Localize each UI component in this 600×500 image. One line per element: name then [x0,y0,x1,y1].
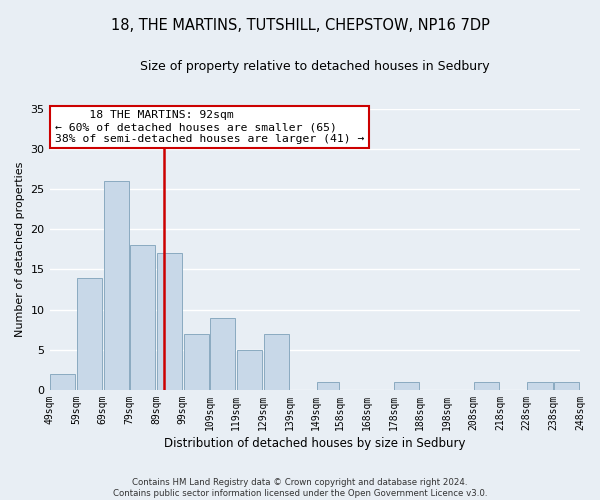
Y-axis label: Number of detached properties: Number of detached properties [15,162,25,337]
Bar [184,334,209,390]
Bar [77,278,102,390]
Bar [157,254,182,390]
Text: 18, THE MARTINS, TUTSHILL, CHEPSTOW, NP16 7DP: 18, THE MARTINS, TUTSHILL, CHEPSTOW, NP1… [110,18,490,32]
Bar [317,382,339,390]
Bar [210,318,235,390]
Text: Contains HM Land Registry data © Crown copyright and database right 2024.
Contai: Contains HM Land Registry data © Crown c… [113,478,487,498]
Bar [554,382,579,390]
Bar [394,382,419,390]
Bar [527,382,553,390]
Bar [130,246,155,390]
Title: Size of property relative to detached houses in Sedbury: Size of property relative to detached ho… [140,60,490,73]
Bar [50,374,76,390]
X-axis label: Distribution of detached houses by size in Sedbury: Distribution of detached houses by size … [164,437,466,450]
Bar [263,334,289,390]
Bar [104,181,129,390]
Bar [237,350,262,390]
Bar [474,382,499,390]
Text: 18 THE MARTINS: 92sqm
← 60% of detached houses are smaller (65)
38% of semi-deta: 18 THE MARTINS: 92sqm ← 60% of detached … [55,110,364,144]
